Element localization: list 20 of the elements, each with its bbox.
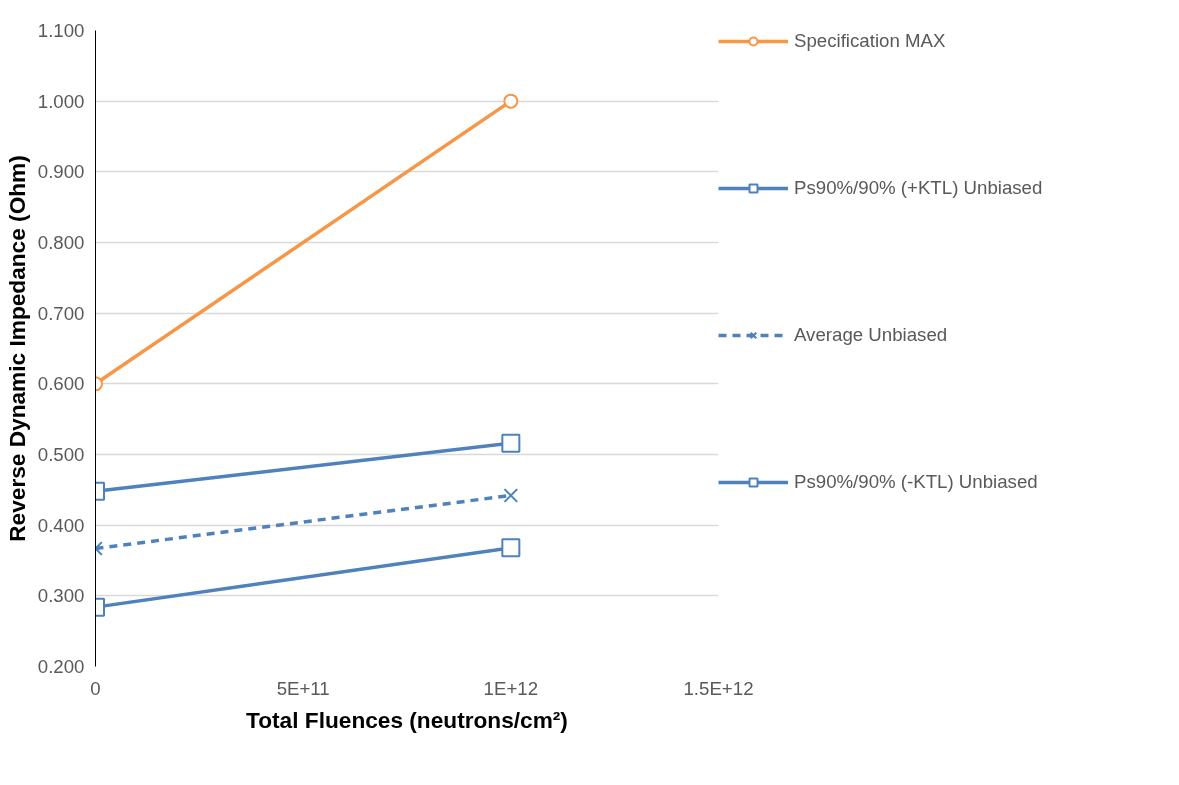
x-tick-label: 1.5E+12 (683, 677, 754, 699)
y-tick-label: 0.800 (37, 232, 85, 253)
y-tick-label: 0.700 (37, 302, 85, 324)
y-tick-label: 0.500 (37, 444, 85, 465)
legend-label: Specification MAX (794, 30, 946, 52)
y-tick-label: 0.900 (37, 161, 85, 183)
y-tick-label: 0.300 (37, 585, 85, 607)
x-tick-label: 1E+12 (483, 677, 539, 699)
x-tick-label: 5E+11 (276, 677, 330, 699)
y-tick-label: 1.000 (37, 90, 85, 112)
x-tick-label: 0 (90, 677, 101, 699)
legend-label: Average Unbiased (794, 324, 948, 346)
y-tick-label: 0.600 (37, 373, 85, 395)
y-tick-label: 0.400 (37, 514, 85, 536)
y-axis-title: Reverse Dynamic Impedance (Ohm) (3, 155, 30, 542)
x-axis-title: Total Fluences (neutrons/cm²) (246, 706, 568, 733)
legend-label: Ps90%/90% (-KTL) Unbiased (794, 471, 1038, 493)
y-tick-label: 1.100 (37, 20, 85, 41)
legend-label: Ps90%/90% (+KTL) Unbiased (794, 177, 1043, 199)
y-tick-label: 0.200 (37, 656, 85, 677)
